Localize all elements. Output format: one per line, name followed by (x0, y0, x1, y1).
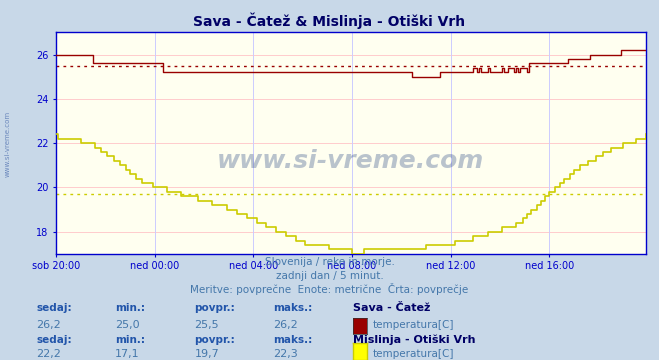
Text: 22,3: 22,3 (273, 349, 299, 359)
Text: Sava - Čatež & Mislinja - Otiški Vrh: Sava - Čatež & Mislinja - Otiški Vrh (194, 13, 465, 29)
Text: www.si-vreme.com: www.si-vreme.com (217, 149, 484, 173)
Text: min.:: min.: (115, 335, 146, 345)
Text: Mislinja - Otiški Vrh: Mislinja - Otiški Vrh (353, 334, 475, 345)
Text: 22,2: 22,2 (36, 349, 61, 359)
Text: 26,2: 26,2 (36, 320, 61, 330)
Text: Meritve: povprečne  Enote: metrične  Črta: povprečje: Meritve: povprečne Enote: metrične Črta:… (190, 283, 469, 296)
Text: povpr.:: povpr.: (194, 303, 235, 314)
Text: 17,1: 17,1 (115, 349, 140, 359)
Text: 19,7: 19,7 (194, 349, 219, 359)
Text: Sava - Čatež: Sava - Čatež (353, 303, 430, 314)
Text: sedaj:: sedaj: (36, 335, 72, 345)
Text: Slovenija / reke in morje.: Slovenija / reke in morje. (264, 257, 395, 267)
Text: povpr.:: povpr.: (194, 335, 235, 345)
Text: zadnji dan / 5 minut.: zadnji dan / 5 minut. (275, 271, 384, 281)
Text: temperatura[C]: temperatura[C] (372, 349, 454, 359)
Text: 25,0: 25,0 (115, 320, 140, 330)
Text: sedaj:: sedaj: (36, 303, 72, 314)
Text: www.si-vreme.com: www.si-vreme.com (5, 111, 11, 177)
Text: min.:: min.: (115, 303, 146, 314)
Text: maks.:: maks.: (273, 303, 313, 314)
Text: 26,2: 26,2 (273, 320, 299, 330)
Text: temperatura[C]: temperatura[C] (372, 320, 454, 330)
Text: maks.:: maks.: (273, 335, 313, 345)
Text: 25,5: 25,5 (194, 320, 219, 330)
